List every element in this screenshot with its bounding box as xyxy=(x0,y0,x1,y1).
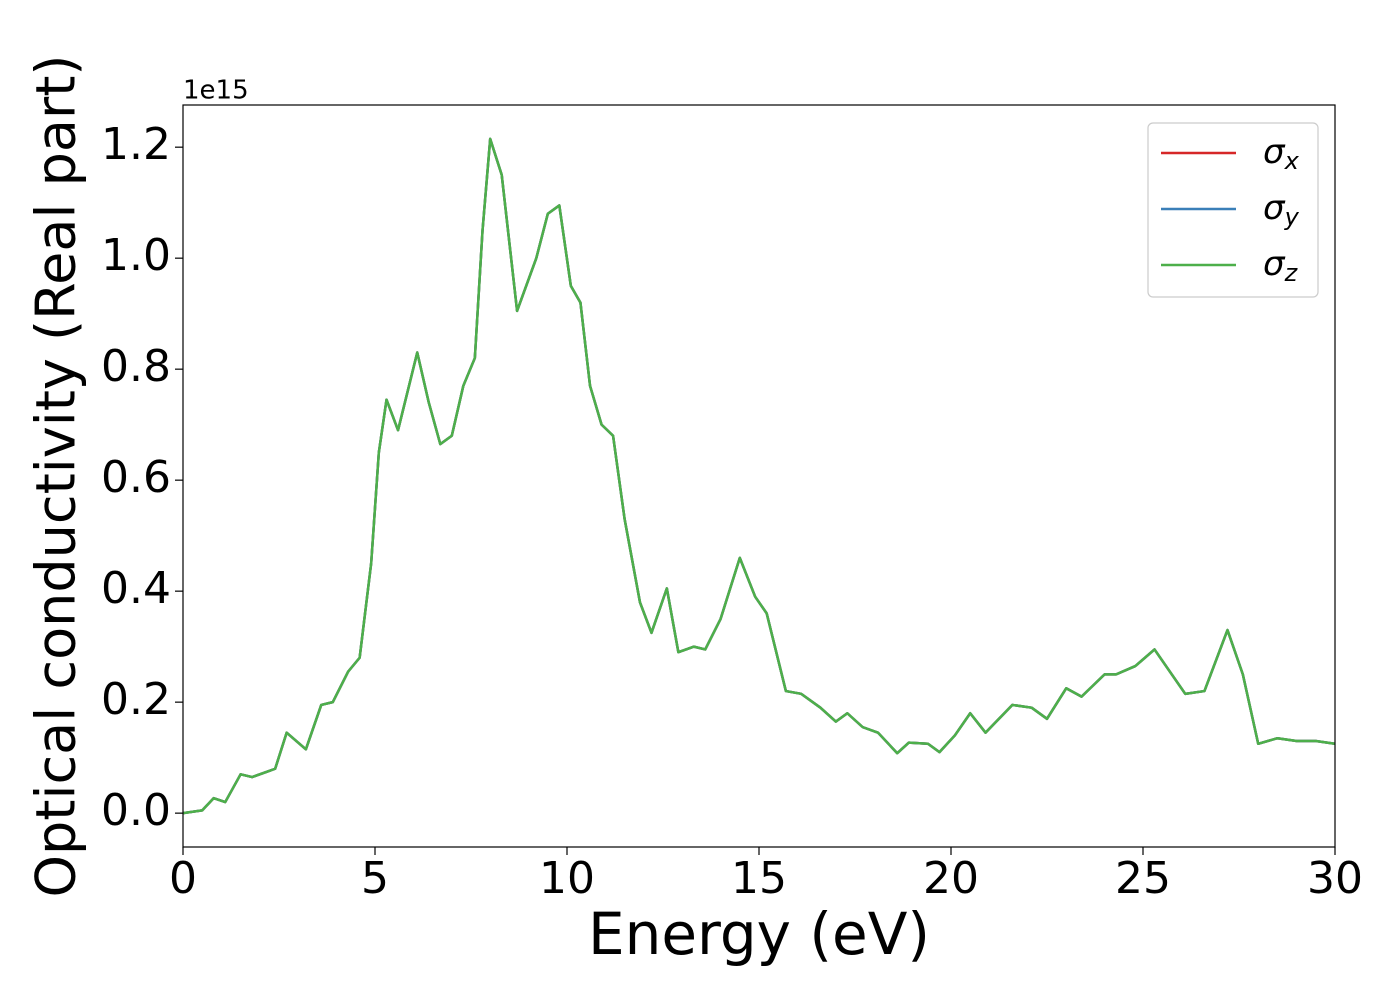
y-tick-label: 1.0 xyxy=(101,230,171,281)
y-tick-label: 0.0 xyxy=(101,785,171,836)
y-tick-label: 0.4 xyxy=(101,563,171,614)
y-tick-label: 1.2 xyxy=(101,119,171,170)
y-axis-label: Optical conductivity (Real part) xyxy=(25,55,88,898)
x-tick-label: 0 xyxy=(169,853,197,904)
legend-label: σx xyxy=(1263,132,1300,176)
plot-frame xyxy=(182,104,1336,848)
y-tick-label: 0.2 xyxy=(101,674,171,725)
x-tick-label: 20 xyxy=(923,853,979,904)
legend-label: σy xyxy=(1263,188,1300,232)
y-offset-label: 1e15 xyxy=(183,76,249,106)
x-tick-label: 25 xyxy=(1115,853,1171,904)
x-axis-label: Energy (eV) xyxy=(588,900,930,968)
x-tick-label: 30 xyxy=(1307,853,1363,904)
y-tick-label: 0.6 xyxy=(101,452,171,503)
line-series xyxy=(183,137,1335,815)
x-tick-label: 5 xyxy=(361,853,389,904)
x-tick-label: 15 xyxy=(731,853,787,904)
legend-label: σz xyxy=(1263,244,1299,288)
y-tick-label: 0.8 xyxy=(101,341,171,392)
x-tick-label: 10 xyxy=(539,853,595,904)
